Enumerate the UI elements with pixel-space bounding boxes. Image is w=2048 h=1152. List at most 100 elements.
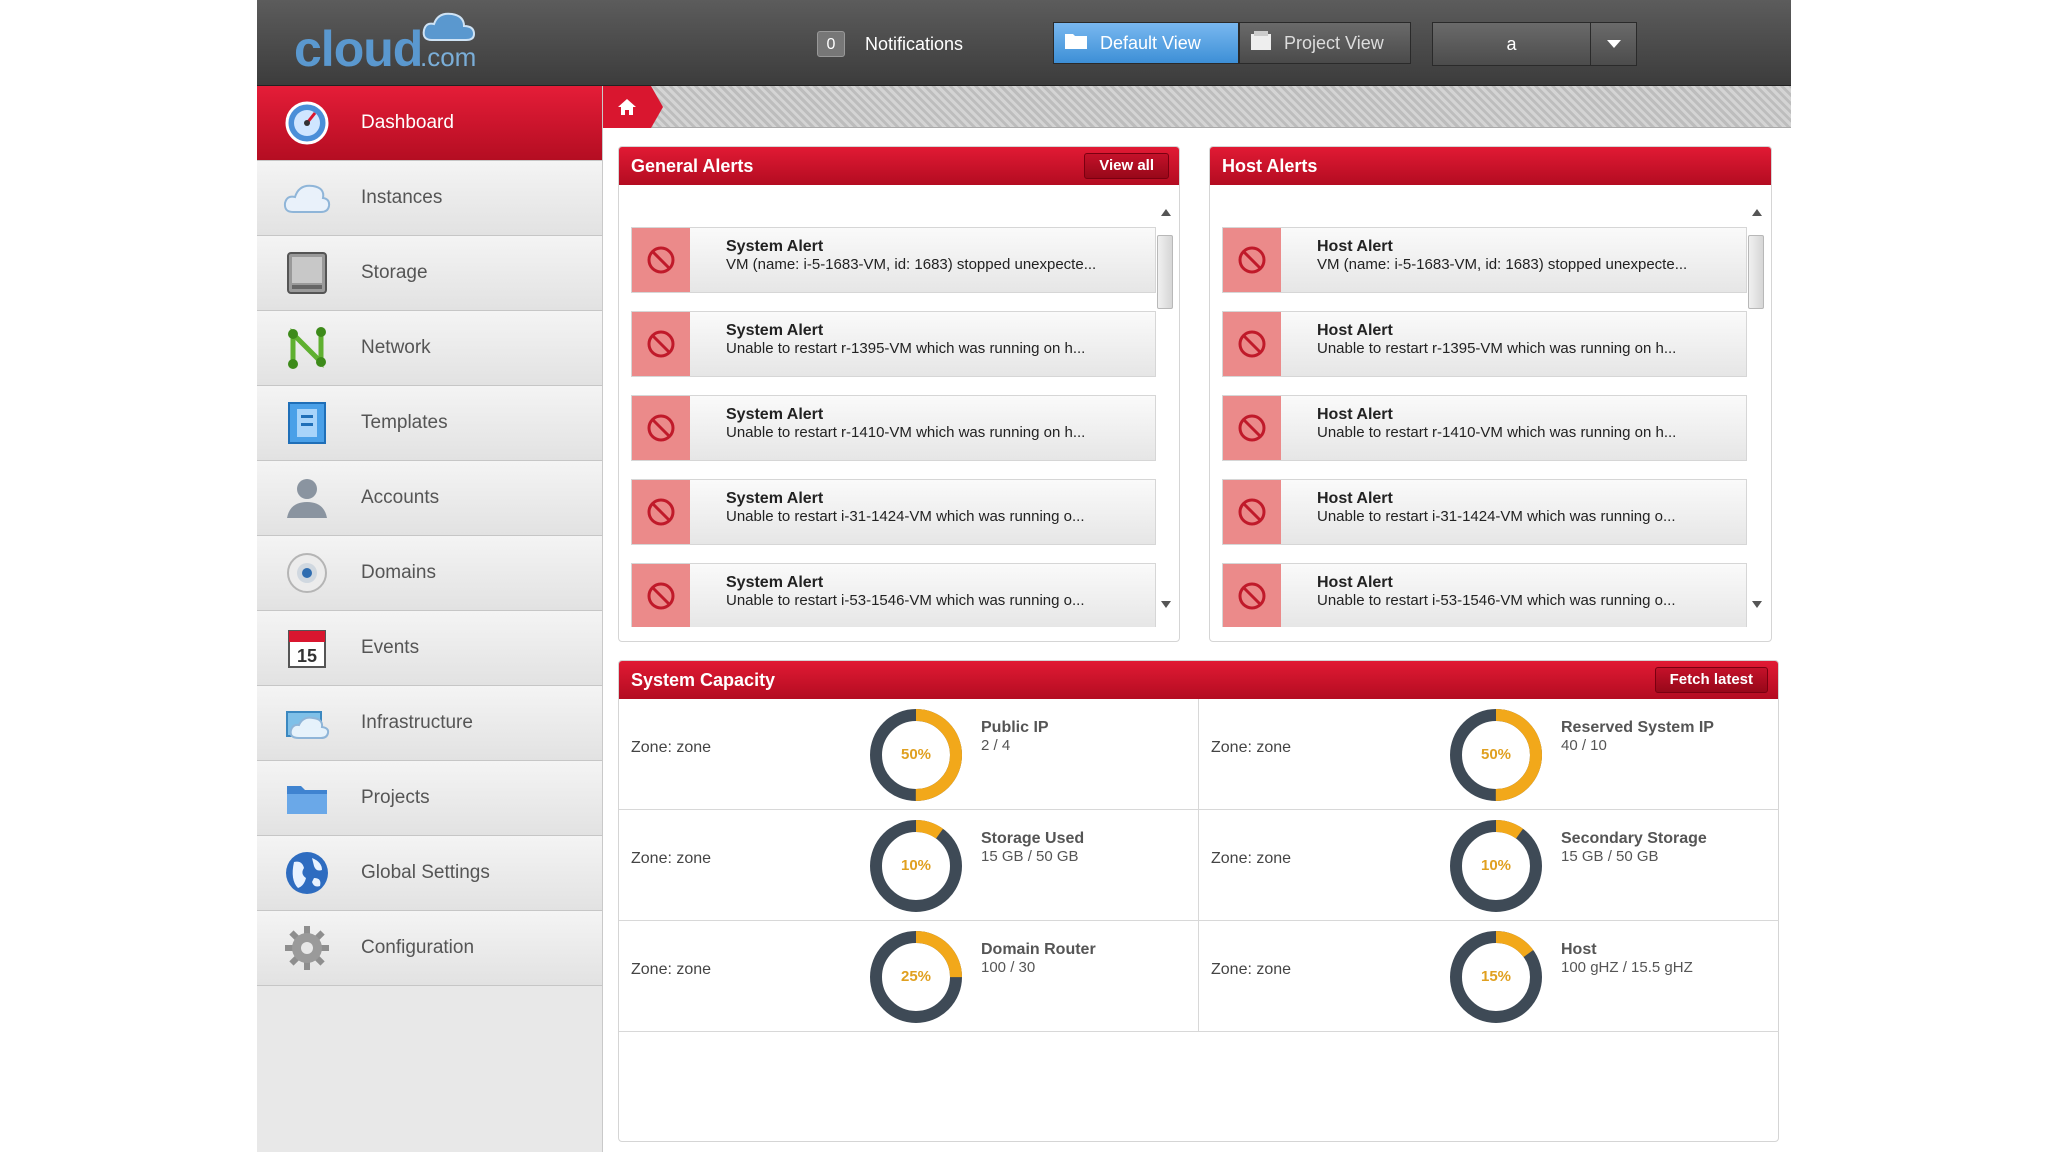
- alert-list-item[interactable]: Host Alert Unable to restart r-1410-VM wh…: [1222, 395, 1747, 461]
- sidebar-item-label: Infrastructure: [361, 712, 473, 733]
- sidebar-item-global-settings[interactable]: Global Settings: [257, 836, 602, 911]
- capacity-percent: 15%: [1480, 968, 1512, 985]
- scroll-up-icon[interactable]: [1161, 209, 1171, 216]
- capacity-percent: 10%: [1480, 857, 1512, 874]
- alert-list-item[interactable]: Host Alert Unable to restart i-31-1424-VM…: [1222, 479, 1747, 545]
- general-alerts-title: General Alerts: [631, 156, 754, 176]
- alert-blocked-icon: [1223, 564, 1281, 627]
- capacity-donut: [1450, 931, 1542, 1023]
- user-dropdown[interactable]: a: [1432, 22, 1637, 66]
- scroll-down-icon[interactable]: [1161, 601, 1171, 608]
- general-alerts-scrollbar[interactable]: [1157, 209, 1173, 619]
- project-view-button[interactable]: Project View: [1239, 22, 1411, 64]
- capacity-zone: Zone: zone: [631, 961, 712, 978]
- alert-title: Host Alert: [1317, 238, 1393, 255]
- alert-list-item[interactable]: Host Alert Unable to restart i-53-1546-VM…: [1222, 563, 1747, 627]
- alert-description: Unable to restart r-1410-VM which was ru…: [726, 424, 1086, 441]
- alert-description: Unable to restart i-31-1424-VM which was…: [1317, 508, 1676, 525]
- scroll-down-icon[interactable]: [1752, 601, 1762, 608]
- capacity-value: 100 gHZ / 15.5 gHZ: [1561, 959, 1693, 976]
- sidebar-item-domains[interactable]: Domains: [257, 536, 602, 611]
- capacity-item: Zone: zone 15% Host 100 gHZ / 15.5 gHZ: [1199, 921, 1779, 1032]
- alert-blocked-icon: [1223, 480, 1281, 544]
- sidebar-item-network[interactable]: Network: [257, 311, 602, 386]
- host-alerts-panel: Host Alerts Host Alert VM (name: i-5-1683…: [1209, 146, 1772, 642]
- alert-blocked-icon: [632, 312, 690, 376]
- sidebar-item-label: Global Settings: [361, 862, 490, 883]
- sidebar-item-label: Network: [361, 337, 431, 358]
- alert-title: Host Alert: [1317, 490, 1393, 507]
- capacity-name: Storage Used: [981, 830, 1085, 847]
- notifications-button[interactable]: 0 Notifications: [817, 30, 963, 58]
- system-capacity-panel: System Capacity Fetch latest Zone: zone 5…: [618, 660, 1779, 1142]
- alert-title: System Alert: [726, 406, 824, 423]
- host-alerts-list: Host Alert VM (name: i-5-1683-VM, id: 168…: [1222, 227, 1758, 627]
- cloudcom-logo[interactable]: cloud .com: [294, 12, 494, 77]
- scroll-up-icon[interactable]: [1752, 209, 1762, 216]
- top-header: cloud .com 0 Notifications Default View …: [257, 0, 1791, 86]
- system-capacity-header: System Capacity Fetch latest: [619, 661, 1778, 699]
- scroll-thumb[interactable]: [1157, 235, 1173, 309]
- capacity-donut: [870, 820, 962, 912]
- alert-list-item[interactable]: Host Alert Unable to restart r-1395-VM wh…: [1222, 311, 1747, 377]
- alert-description: Unable to restart i-31-1424-VM which was…: [726, 508, 1085, 525]
- project-view-label: Project View: [1284, 32, 1384, 53]
- infrastructure-icon: [283, 699, 331, 747]
- capacity-donut-used: [1450, 820, 1542, 912]
- sidebar-item-templates[interactable]: Templates: [257, 386, 602, 461]
- sidebar-item-label: Storage: [361, 262, 428, 283]
- gear-icon: [283, 924, 331, 972]
- chevron-down-icon[interactable]: [1590, 23, 1636, 65]
- alert-description: Unable to restart i-53-1546-VM which was…: [1317, 592, 1676, 609]
- capacity-percent: 50%: [900, 746, 932, 763]
- capacity-name: Public IP: [981, 719, 1049, 736]
- host-alerts-scrollbar[interactable]: [1748, 209, 1764, 619]
- sidebar-item-configuration[interactable]: Configuration: [257, 911, 602, 986]
- scroll-thumb[interactable]: [1748, 235, 1764, 309]
- calendar-day: 15: [297, 646, 317, 666]
- alert-list-item[interactable]: Host Alert VM (name: i-5-1683-VM, id: 168…: [1222, 227, 1747, 293]
- alert-title: System Alert: [726, 238, 824, 255]
- sidebar-item-infrastructure[interactable]: Infrastructure: [257, 686, 602, 761]
- capacity-item: Zone: zone 50% Reserved System IP 40 / 10: [1199, 699, 1779, 810]
- sidebar-item-accounts[interactable]: Accounts: [257, 461, 602, 536]
- alert-title: Host Alert: [1317, 322, 1393, 339]
- alert-list-item[interactable]: System Alert Unable to restart i-31-1424-…: [631, 479, 1156, 545]
- alert-list-item[interactable]: System Alert Unable to restart r-1395-VM …: [631, 311, 1156, 377]
- capacity-donut-used: [1450, 709, 1542, 801]
- capacity-name: Domain Router: [981, 941, 1096, 958]
- capacity-item: Zone: zone 25% Domain Router 100 / 30: [619, 921, 1199, 1032]
- calendar-icon: 15: [283, 624, 331, 672]
- capacity-donut: [1450, 709, 1542, 801]
- sidebar-item-instances[interactable]: Instances: [257, 161, 602, 236]
- home-icon[interactable]: [603, 86, 663, 128]
- alert-description: Unable to restart r-1395-VM which was ru…: [1317, 340, 1677, 357]
- user-icon: [283, 474, 331, 522]
- capacity-item: Zone: zone 10% Storage Used 15 GB / 50 GB: [619, 810, 1199, 921]
- logo-cloud-icon: [422, 12, 476, 41]
- default-view-label: Default View: [1100, 32, 1201, 53]
- sidebar-item-label: Configuration: [361, 937, 475, 958]
- sidebar-item-dashboard[interactable]: Dashboard: [257, 86, 602, 161]
- capacity-zone: Zone: zone: [631, 739, 712, 756]
- alert-title: System Alert: [726, 574, 824, 591]
- capacity-donut: [870, 709, 962, 801]
- view-switcher: Default View Project View: [1053, 22, 1411, 64]
- capacity-donut: [870, 931, 962, 1023]
- capacity-value: 15 GB / 50 GB: [1561, 848, 1659, 865]
- alert-list-item[interactable]: System Alert VM (name: i-5-1683-VM, id: 1…: [631, 227, 1156, 293]
- capacity-zone: Zone: zone: [631, 850, 712, 867]
- breadcrumb: [603, 86, 1791, 128]
- sidebar-item-label: Templates: [361, 412, 448, 433]
- alert-list-item[interactable]: System Alert Unable to restart i-53-1546-…: [631, 563, 1156, 627]
- system-capacity-title: System Capacity: [631, 670, 776, 690]
- default-view-button[interactable]: Default View: [1053, 22, 1239, 64]
- fetch-latest-button[interactable]: Fetch latest: [1654, 667, 1768, 693]
- sidebar-item-storage[interactable]: Storage: [257, 236, 602, 311]
- alert-list-item[interactable]: System Alert Unable to restart r-1410-VM …: [631, 395, 1156, 461]
- sidebar-item-projects[interactable]: Projects: [257, 761, 602, 836]
- alert-title: System Alert: [726, 490, 824, 507]
- notifications-label: Notifications: [865, 33, 964, 54]
- sidebar-item-events[interactable]: 15 Events: [257, 611, 602, 686]
- view-all-button[interactable]: View all: [1084, 153, 1169, 179]
